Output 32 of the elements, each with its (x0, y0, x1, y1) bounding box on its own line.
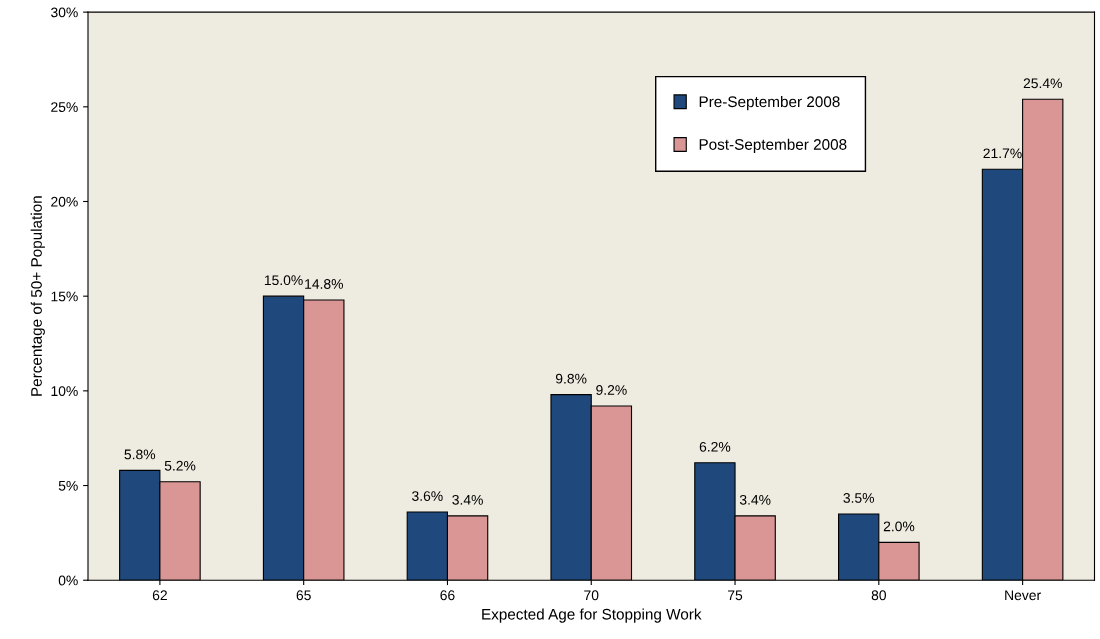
data-label: 3.4% (739, 494, 771, 505)
x-tick-label: 80 (871, 590, 886, 601)
x-tick-label: 70 (584, 590, 599, 601)
y-tick-label: 15% (51, 291, 78, 302)
data-label: 3.4% (452, 494, 483, 505)
x-tick-label: 66 (440, 590, 455, 601)
x-tick-label: 62 (152, 590, 167, 601)
legend-label: Pre-September 2008 (699, 95, 840, 111)
data-label: 21.7% (983, 148, 1022, 159)
x-tick-label: Never (1005, 590, 1041, 601)
x-axis-title: Expected Age for Stopping Work (482, 608, 702, 623)
y-tick-label: 5% (58, 480, 78, 491)
data-label: 3.6% (412, 491, 443, 501)
data-label: 5.2% (164, 460, 196, 471)
data-label: 3.5% (843, 493, 875, 503)
y-axis-title: Percentage of 50+ Population (30, 196, 45, 396)
data-label: 2.0% (883, 521, 915, 532)
data-label: 15.0% (264, 275, 303, 286)
y-tick-label: 0% (58, 575, 78, 586)
data-label: 14.8% (305, 279, 344, 289)
y-tick-label: 25% (51, 102, 78, 112)
legend-label: Post-September 2008 (699, 138, 847, 153)
data-label: 9.2% (596, 385, 627, 395)
y-tick-label: 10% (51, 386, 78, 397)
data-label: 25.4% (1023, 78, 1062, 89)
x-tick-label: 65 (296, 590, 311, 601)
data-label: 6.2% (699, 441, 731, 452)
y-tick-label: 20% (51, 196, 78, 207)
x-tick-label: 75 (728, 590, 743, 601)
y-tick-label: 30% (51, 7, 78, 18)
data-label: 9.8% (555, 373, 587, 384)
data-label: 5.8% (124, 449, 156, 460)
